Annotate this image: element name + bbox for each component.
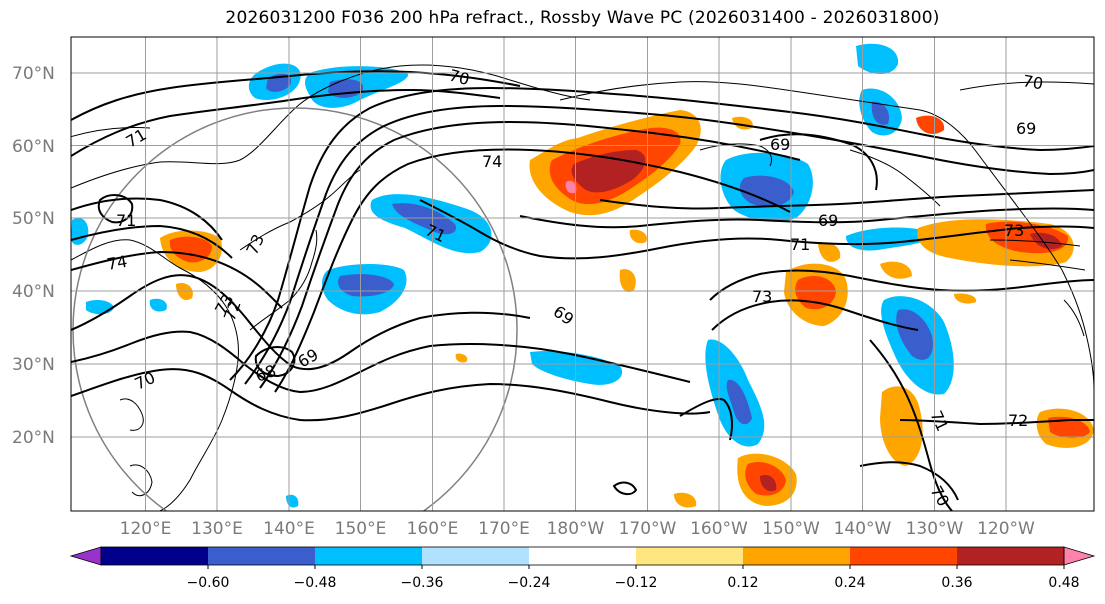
graticule	[71, 37, 1094, 511]
colorbar-segment	[743, 547, 851, 565]
anomaly-positive	[954, 293, 977, 304]
colorbar-segment	[208, 547, 316, 565]
contour-label: 70	[1021, 71, 1044, 93]
contour-label: 74	[482, 152, 502, 171]
latitude-labels: 70°N 60°N 50°N 40°N 30°N 20°N	[12, 64, 55, 448]
colorbar-segment	[422, 547, 530, 565]
longitude-labels: 120°E 130°E 140°E 150°E 160°E 170°E 180°…	[120, 519, 1035, 539]
colorbar-segment	[636, 547, 744, 565]
anomaly-positive	[629, 229, 647, 244]
anomaly-negative	[392, 203, 457, 235]
anomaly-positive	[565, 180, 577, 194]
lon-label: 120°E	[120, 519, 172, 539]
colorbar-tick-label: −0.12	[615, 575, 658, 591]
contour-label: 70	[447, 66, 472, 90]
lat-label: 60°N	[12, 137, 55, 157]
anomaly-positive	[916, 115, 945, 134]
lat-label: 70°N	[12, 64, 55, 84]
contour-label: 71	[116, 211, 136, 230]
colorbar-tick-label: −0.48	[294, 575, 337, 591]
anomaly-negative	[739, 175, 794, 207]
colorbar-segment	[957, 547, 1065, 565]
colorbar-tick-label: 0.24	[834, 575, 865, 591]
anomaly-positive	[674, 492, 697, 508]
map-title: 2026031200 F036 200 hPa refract., Rossby…	[225, 8, 940, 28]
contour-label: 69	[770, 135, 790, 154]
lat-label: 30°N	[12, 355, 55, 375]
lon-label: 170°W	[619, 519, 677, 539]
anomaly-positive	[619, 269, 636, 292]
contour-label: 69	[1016, 119, 1036, 138]
lon-label: 170°E	[478, 519, 530, 539]
anomaly-positive	[880, 261, 912, 279]
lon-label: 140°E	[263, 519, 315, 539]
colorbar: −0.60 −0.48 −0.36 −0.24 −0.12 0.12 0.24 0.36 0.4…	[69, 546, 1096, 591]
contour-label: 72	[1008, 411, 1028, 430]
lat-label: 40°N	[12, 282, 55, 302]
anomaly-negative	[856, 43, 899, 74]
anomaly-positive	[1048, 416, 1090, 438]
anomaly-negative	[149, 298, 167, 312]
colorbar-tick-label: 0.48	[1048, 575, 1079, 591]
lat-label: 50°N	[12, 209, 55, 229]
colorbar-tick-label: −0.60	[187, 575, 230, 591]
refractivity-contours	[71, 70, 1094, 511]
anomaly-positive	[818, 242, 841, 262]
contour-label: 73	[752, 287, 772, 306]
lon-label: 160°W	[690, 519, 748, 539]
lon-label: 140°W	[834, 519, 892, 539]
lon-label: 130°W	[906, 519, 964, 539]
contour-label: 69	[818, 211, 838, 230]
anomaly-positive	[1030, 232, 1062, 250]
lon-label: 180°W	[547, 519, 605, 539]
anomaly-positive	[760, 474, 777, 492]
contour-label: 74	[105, 252, 128, 274]
contour-label: 71	[790, 235, 810, 254]
colorbar-tick-label: 0.12	[727, 575, 758, 591]
lon-label: 130°E	[191, 519, 243, 539]
map-panel[interactable]: 70 70 69 71 74 71 69 71 73 74 73 72 71 6…	[60, 36, 1095, 552]
colorbar-segment	[529, 547, 637, 565]
colorbar-segment	[315, 547, 423, 565]
colorbar-extend-high	[1063, 546, 1096, 566]
colorbar-tick-label: 0.36	[941, 575, 972, 591]
lon-label: 120°W	[977, 519, 1035, 539]
colorbar-extend-low	[69, 546, 102, 566]
colorbar-segment	[101, 547, 209, 565]
colorbar-tick-label: −0.36	[401, 575, 444, 591]
anomaly-positive	[455, 353, 468, 363]
lat-label: 20°N	[12, 428, 55, 448]
contour-label: 73	[1004, 221, 1024, 240]
colorbar-tick-label: −0.24	[508, 575, 551, 591]
anomaly-negative	[726, 379, 752, 425]
lon-label: 160°E	[407, 519, 459, 539]
anomaly-negative	[896, 309, 933, 360]
lon-label: 150°E	[335, 519, 387, 539]
anomaly-negative	[871, 101, 890, 125]
lon-label: 150°W	[762, 519, 820, 539]
colorbar-segment	[850, 547, 958, 565]
